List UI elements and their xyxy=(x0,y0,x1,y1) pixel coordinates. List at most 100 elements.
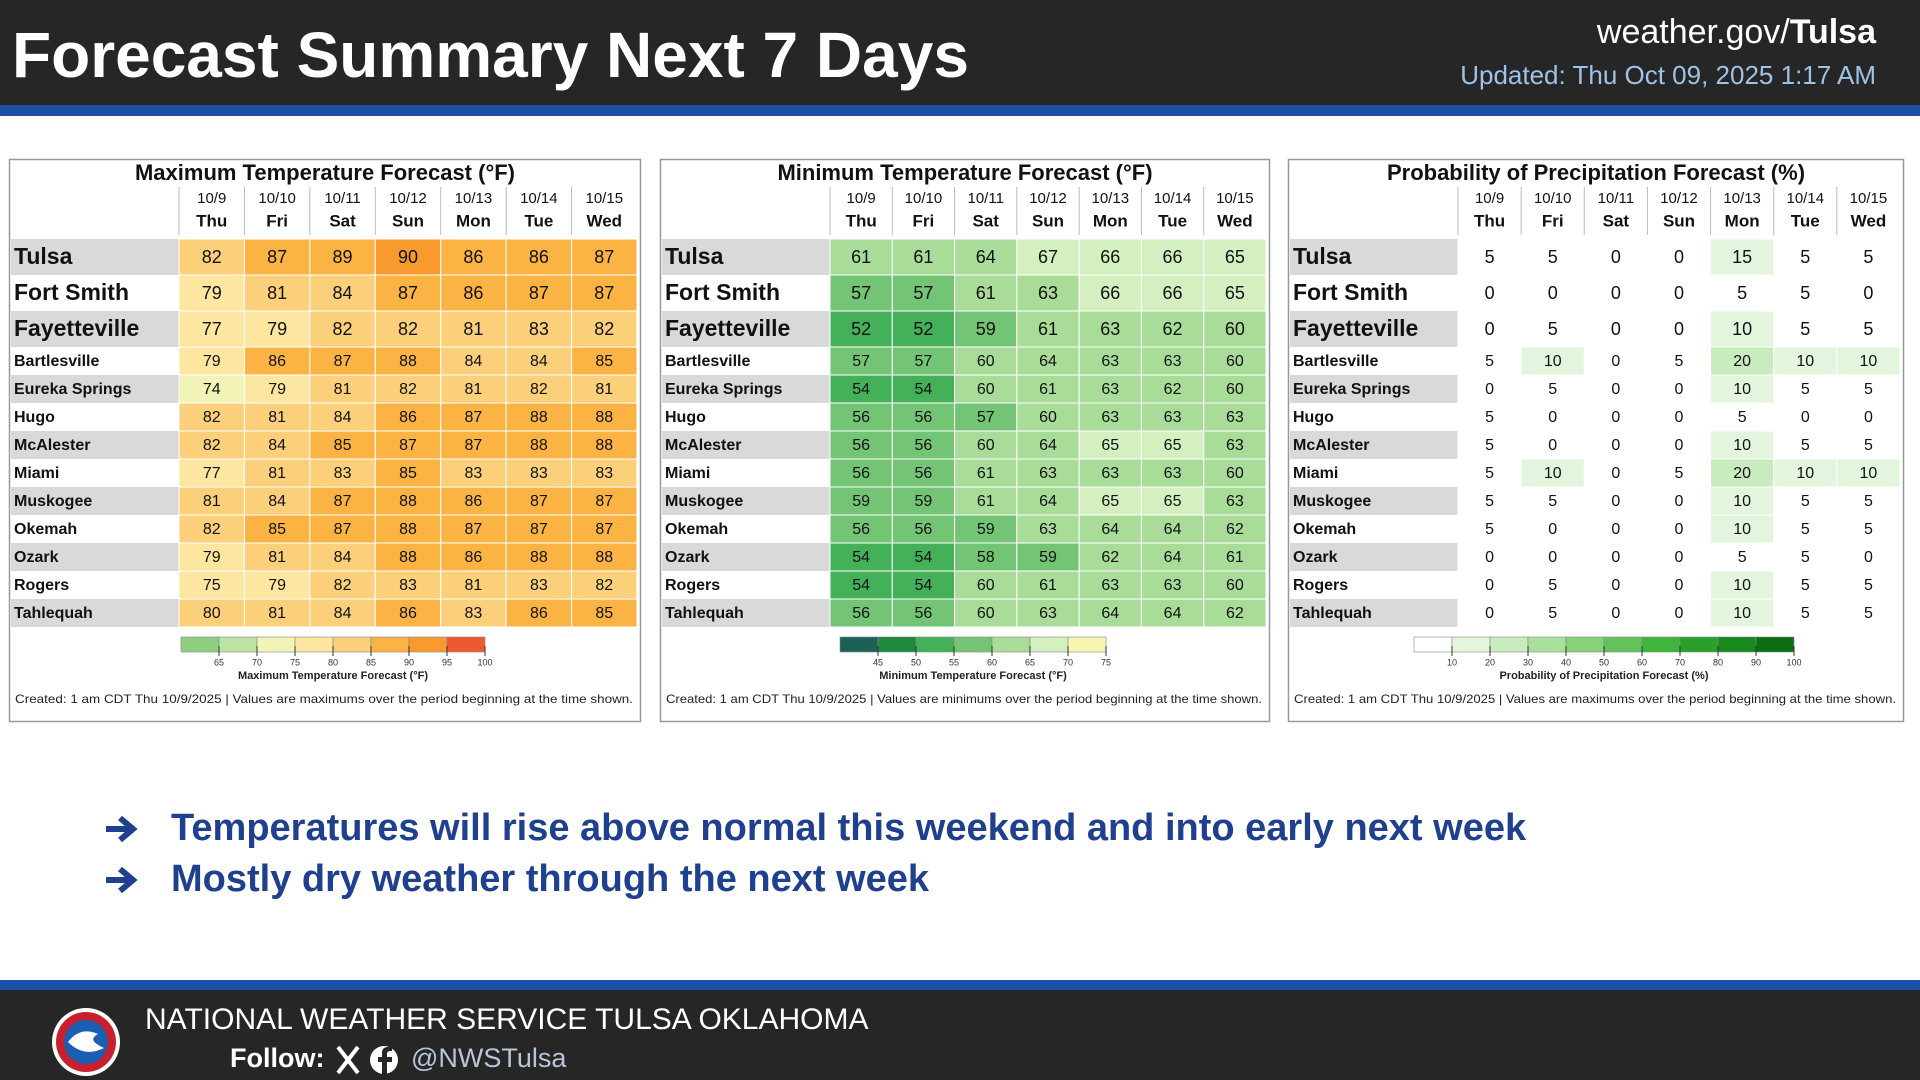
cell-value: 77 xyxy=(203,465,221,482)
value-cell xyxy=(571,238,638,276)
value-cell xyxy=(1520,458,1585,488)
value-cell xyxy=(178,570,245,600)
facebook-icon[interactable] xyxy=(370,1046,398,1074)
legend-label: Probability of Precipitation Forecast (%… xyxy=(1499,670,1708,682)
row-name-bg xyxy=(11,515,179,543)
cell-value: 66 xyxy=(1163,247,1183,267)
legend-tick-label: 80 xyxy=(1713,657,1723,667)
cell-value: 61 xyxy=(1039,381,1057,398)
value-cell xyxy=(505,310,573,348)
value-cell xyxy=(1583,374,1648,404)
value-cell xyxy=(374,238,442,276)
legend-swatch xyxy=(1717,636,1757,653)
cell-value: 10 xyxy=(1860,465,1878,482)
location-name: Eureka Springs xyxy=(1293,381,1410,398)
cell-value: 87 xyxy=(398,283,418,303)
value-cell xyxy=(891,310,956,348)
cell-value: 60 xyxy=(977,381,995,398)
cell-value: 0 xyxy=(1548,409,1557,426)
cell-value: 63 xyxy=(1164,465,1182,482)
cell-value: 5 xyxy=(1548,605,1557,622)
cell-value: 59 xyxy=(852,493,870,510)
cell-value: 88 xyxy=(399,493,417,510)
row-name-bg xyxy=(662,375,830,403)
row-name-bg xyxy=(1290,571,1458,599)
value-cell xyxy=(1583,486,1648,516)
legend-tick-label: 95 xyxy=(442,657,452,667)
footer-bar xyxy=(0,990,1920,1080)
location-name: Tulsa xyxy=(665,243,724,269)
location-name: Eureka Springs xyxy=(665,381,782,398)
cell-value: 5 xyxy=(1485,353,1494,370)
header-stripe xyxy=(0,105,1920,116)
cell-value: 87 xyxy=(594,247,614,267)
cell-value: 10 xyxy=(1732,319,1752,339)
day-label: Fri xyxy=(1542,211,1564,230)
cell-value: 60 xyxy=(977,605,995,622)
date-label: 10/14 xyxy=(1154,190,1192,207)
legend-swatch xyxy=(1641,636,1681,653)
cell-value: 83 xyxy=(530,465,548,482)
forecast-table: Maximum Temperature Forecast (°F) 10/9 Thu… xyxy=(8,158,642,723)
cell-value: 0 xyxy=(1548,283,1558,303)
cell-value: 75 xyxy=(203,577,221,594)
value-cell xyxy=(243,458,311,488)
row-name-bg xyxy=(662,459,830,487)
handle[interactable]: @NWSTulsa xyxy=(411,1043,567,1073)
value-cell xyxy=(1583,402,1648,432)
value-cell xyxy=(1710,310,1775,348)
x-icon[interactable] xyxy=(336,1045,360,1075)
cell-value: 5 xyxy=(1864,605,1873,622)
cell-value: 20 xyxy=(1733,353,1751,370)
value-cell xyxy=(309,346,376,376)
cell-value: 81 xyxy=(268,465,286,482)
cell-value: 0 xyxy=(1485,549,1494,566)
legend-swatch xyxy=(370,636,410,653)
cell-value: 82 xyxy=(203,521,221,538)
cell-value: 5 xyxy=(1738,409,1747,426)
site: weather.gov/Tulsa xyxy=(1596,13,1877,51)
cell-value: 63 xyxy=(1101,381,1119,398)
cell-value: 88 xyxy=(530,437,548,454)
cell-value: 0 xyxy=(1675,577,1684,594)
value-cell xyxy=(1583,346,1648,376)
day-label: Thu xyxy=(1474,211,1505,230)
cell-value: 87 xyxy=(465,521,483,538)
cell-value: 5 xyxy=(1801,577,1810,594)
cell-value: 63 xyxy=(1226,437,1244,454)
cell-value: 5 xyxy=(1738,549,1747,566)
cell-value: 5 xyxy=(1485,247,1495,267)
value-cell xyxy=(440,310,507,348)
cell-value: 0 xyxy=(1611,319,1621,339)
value-cell xyxy=(1203,346,1267,376)
cell-value: 10 xyxy=(1733,521,1751,538)
cell-value: 0 xyxy=(1611,493,1620,510)
cell-value: 5 xyxy=(1864,577,1873,594)
value-cell xyxy=(1646,430,1712,460)
value-cell xyxy=(1583,570,1648,600)
cell-value: 5 xyxy=(1485,493,1494,510)
value-cell xyxy=(1583,238,1648,276)
cell-value: 61 xyxy=(977,493,995,510)
value-cell xyxy=(1140,486,1205,516)
value-cell xyxy=(1646,486,1712,516)
cell-value: 54 xyxy=(852,381,870,398)
day-label: Tue xyxy=(524,211,553,230)
legend-swatch xyxy=(1029,636,1069,653)
value-cell xyxy=(1583,310,1648,348)
cell-value: 84 xyxy=(268,437,286,454)
value-cell xyxy=(829,402,893,432)
cell-value: 57 xyxy=(913,283,933,303)
cell-value: 63 xyxy=(1101,353,1119,370)
day-label: Fri xyxy=(266,211,288,230)
cell-value: 61 xyxy=(851,247,871,267)
value-cell xyxy=(1457,542,1522,572)
cell-value: 64 xyxy=(1101,521,1119,538)
cell-value: 88 xyxy=(595,549,613,566)
value-cell xyxy=(891,598,956,628)
row-name-bg xyxy=(1290,375,1458,403)
legend-swatch xyxy=(294,636,334,653)
cell-value: 56 xyxy=(915,521,933,538)
legend-swatch xyxy=(839,636,879,653)
value-cell xyxy=(505,238,573,276)
